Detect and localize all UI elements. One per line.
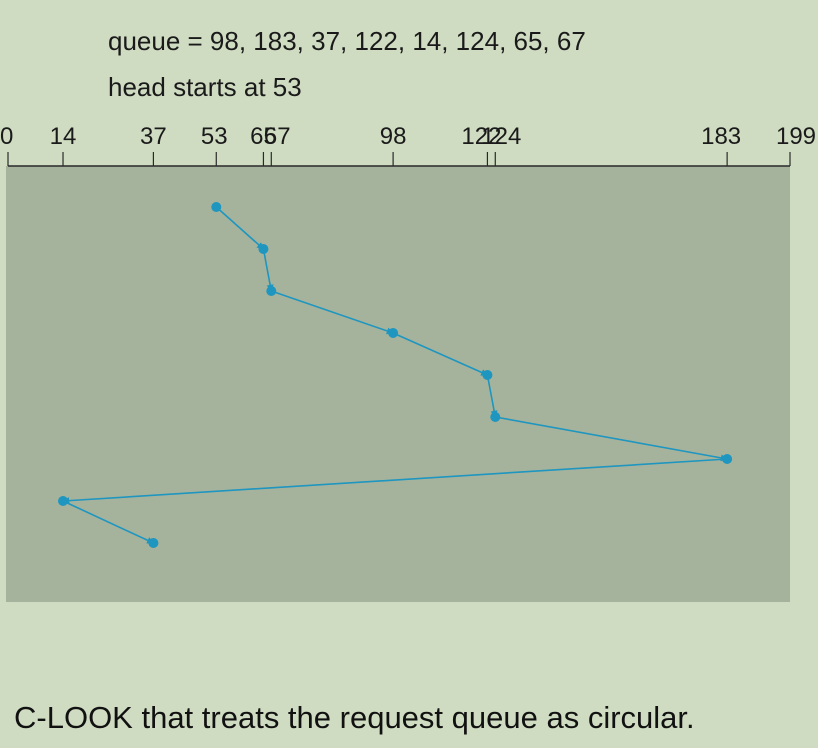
path-point (266, 286, 277, 296)
queue-text: queue = 98, 183, 37, 122, 14, 124, 65, 6… (108, 26, 586, 56)
path-point (388, 328, 399, 338)
path-point (482, 370, 493, 380)
axis-tick-label: 122 (461, 123, 501, 150)
path-segment (271, 290, 394, 335)
path-point (148, 538, 159, 548)
axis-tick-label: 124 (481, 123, 521, 150)
path-segment (262, 248, 274, 292)
axis-tick-label: 53 (201, 123, 228, 150)
axis-tick-label: 65 (250, 123, 277, 150)
path-point (722, 454, 733, 464)
path-segment (486, 374, 498, 418)
axis-tick-label: 67 (264, 123, 291, 150)
plot-area (6, 166, 790, 602)
head-start-text: head starts at 53 (108, 72, 302, 102)
path-point (258, 244, 269, 254)
axis-tick-label: 98 (380, 123, 407, 150)
path-segment (215, 206, 264, 250)
path-segment (392, 332, 489, 376)
path-segment (62, 458, 728, 505)
path-point (490, 412, 501, 422)
path-point (58, 496, 69, 506)
caption: C-LOOK that treats the request queue as … (14, 700, 695, 735)
axis-tick-label: 14 (50, 123, 77, 150)
axis-tick-label: 37 (140, 123, 167, 150)
axis-tick-label: 183 (701, 123, 741, 150)
path-point (211, 202, 222, 212)
path-segment (495, 416, 728, 462)
axis-tick-label: 0 (0, 123, 13, 150)
head-movement-path (58, 202, 733, 548)
axis-tick-label: 199 (776, 123, 816, 150)
path-segment (62, 500, 155, 544)
